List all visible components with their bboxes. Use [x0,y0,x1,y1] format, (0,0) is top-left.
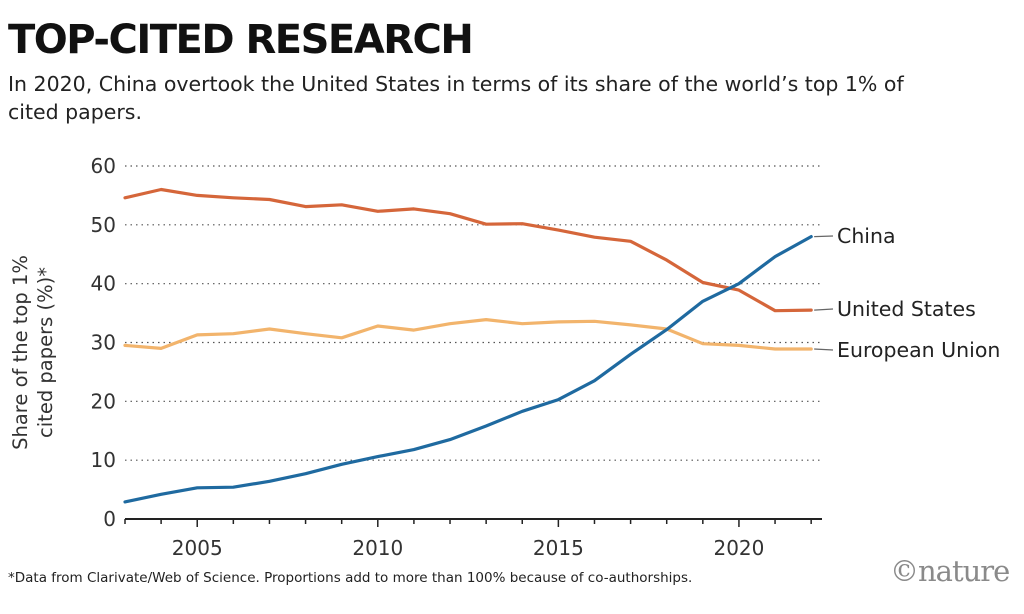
series-label-leader [814,235,834,238]
x-tick-label: 2020 [713,536,764,560]
x-tick-label: 2005 [172,536,223,560]
series-labels: China United States European Union [814,224,1000,362]
y-axis-label-line-1: Share of the top 1% [9,255,32,450]
series-label-european-union: European Union [837,338,1000,362]
gridlines [125,165,822,461]
series-label-china: China [837,224,896,248]
series-label-united-states: United States [837,297,976,321]
y-tick-label: 20 [91,389,116,413]
x-tick-label: 2015 [533,536,584,560]
series-line-european-union [123,318,813,351]
series-line-china [123,235,813,504]
y-tick-label: 30 [91,331,116,355]
chart-title: TOP-CITED RESEARCH [8,17,474,63]
nature-logo: ©nature [890,554,1010,588]
y-tick-label: 60 [91,154,116,178]
y-axis-ticks: 0 10 20 30 40 50 60 [91,154,116,531]
x-axis: 2005 2010 2015 2020 [124,518,822,560]
series-label-leader [814,308,834,311]
series-line-united-states [123,187,813,313]
y-tick-label: 10 [91,448,116,472]
series-label-leader [814,348,834,351]
y-tick-label: 50 [91,213,116,237]
y-tick-label: 0 [103,507,116,531]
chart-subtitle: In 2020, China overtook the United State… [8,72,904,124]
footnote: *Data from Clarivate/Web of Science. Pro… [8,570,693,586]
y-axis-label-line-2: cited papers (%)* [34,267,57,438]
x-tick-label: 2010 [352,536,403,560]
series-lines [123,187,813,504]
y-tick-label: 40 [91,272,116,296]
